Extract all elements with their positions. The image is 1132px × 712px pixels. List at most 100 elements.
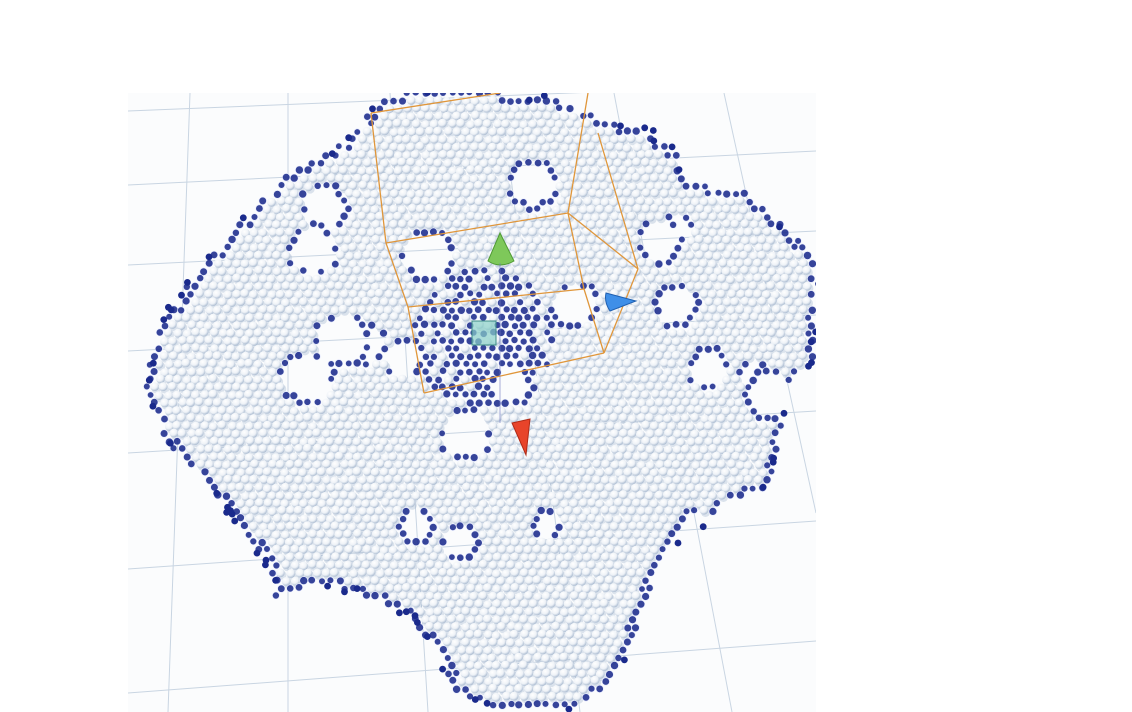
- fluid-particle: [267, 444, 277, 454]
- fluid-particle: [374, 273, 384, 283]
- fluid-particle: [398, 420, 408, 430]
- fluid-particle: [712, 406, 722, 415]
- fluid-particle: [371, 296, 381, 306]
- fluid-particle: [304, 429, 314, 439]
- fluid-particle: [637, 213, 647, 222]
- fluid-particle: [663, 166, 673, 176]
- fluid-particle: [479, 112, 489, 122]
- fluid-particle: [412, 289, 422, 298]
- fluid-particle: [709, 273, 718, 283]
- fluid-particle: [546, 243, 555, 253]
- fluid-particle: [564, 460, 574, 470]
- fluid-particle: [416, 421, 426, 431]
- fluid-particle: [493, 197, 502, 206]
- fluid-particle: [339, 258, 349, 268]
- fluid-particle: [343, 174, 352, 183]
- fluid-particle: [506, 497, 515, 507]
- fluid-particle: [268, 336, 277, 345]
- fluid-particle: [569, 220, 579, 230]
- fluid-particle: [488, 95, 498, 105]
- fluid-particle: [789, 336, 799, 345]
- fluid-particle: [290, 467, 299, 477]
- fluid-particle: [699, 335, 709, 345]
- fluid-particle: [501, 460, 511, 470]
- scene-viewport[interactable]: [128, 93, 816, 712]
- fluid-particle: [316, 172, 325, 182]
- fluid-particle: [280, 235, 290, 245]
- fluid-particle: [564, 274, 574, 284]
- fluid-particle: [605, 389, 615, 399]
- fluid-particle: [398, 173, 407, 183]
- fluid-particle: [249, 414, 258, 423]
- fluid-particle: [528, 429, 538, 438]
- fluid-particle: [716, 474, 726, 484]
- fluid-particle: [595, 483, 605, 492]
- fluid-particle: [357, 150, 366, 159]
- fluid-particle: [340, 244, 350, 253]
- fluid-particle: [375, 321, 384, 331]
- fluid-particle: [460, 344, 470, 353]
- fluid-particle: [343, 437, 353, 447]
- fluid-particle: [626, 211, 636, 221]
- fluid-particle: [312, 475, 322, 484]
- fluid-particle: [253, 328, 263, 338]
- fluid-particle: [668, 328, 678, 338]
- fluid-particle: [600, 165, 610, 175]
- fluid-particle: [275, 227, 285, 237]
- fluid-particle: [685, 390, 695, 399]
- fluid-particle: [438, 118, 447, 128]
- fluid-particle: [641, 436, 651, 446]
- fluid-particle: [605, 219, 615, 229]
- fluid-particle: [447, 196, 457, 205]
- fluid-particle: [681, 460, 691, 469]
- fluid-particle: [627, 428, 637, 438]
- fluid-particle: [376, 150, 386, 160]
- fluid-particle: [716, 289, 726, 299]
- fluid-particle: [604, 204, 614, 214]
- fluid-particle: [258, 444, 268, 453]
- fluid-particle: [393, 474, 403, 484]
- fluid-particle: [470, 110, 480, 120]
- fluid-particle: [380, 141, 390, 151]
- fluid-particle: [748, 421, 758, 430]
- fluid-particle: [690, 335, 700, 345]
- fluid-particle: [469, 234, 479, 244]
- fluid-particle: [362, 205, 371, 214]
- fluid-particle: [194, 397, 204, 407]
- fluid-particle: [704, 498, 714, 508]
- fluid-particle: [452, 251, 461, 261]
- fluid-particle: [376, 475, 386, 485]
- fluid-particle: [357, 444, 366, 453]
- fluid-particle: [572, 228, 582, 238]
- fluid-particle: [754, 351, 764, 361]
- fluid-particle: [340, 151, 349, 160]
- fluid-particle: [563, 506, 573, 515]
- fluid-particle: [406, 297, 416, 306]
- fluid-particle: [712, 451, 721, 461]
- fluid-particle: [205, 366, 214, 376]
- fluid-particle: [627, 475, 637, 485]
- fluid-particle: [780, 304, 790, 314]
- fluid-particle: [491, 135, 501, 144]
- fluid-particle: [637, 413, 646, 422]
- fluid-particle: [622, 143, 632, 153]
- fluid-particle: [286, 505, 295, 515]
- fluid-particle: [290, 205, 300, 215]
- fluid-particle: [676, 328, 686, 338]
- fluid-particle: [451, 266, 461, 276]
- fluid-particle: [407, 436, 417, 446]
- scene-canvas[interactable]: [128, 93, 816, 712]
- fluid-particle: [285, 212, 294, 221]
- fluid-particle: [664, 428, 673, 438]
- fluid-particle: [258, 289, 268, 298]
- fluid-particle: [533, 111, 543, 120]
- fluid-particle: [354, 483, 363, 492]
- fluid-particle: [483, 474, 493, 484]
- fluid-particle: [708, 305, 717, 314]
- fluid-particle: [465, 506, 475, 516]
- fluid-particle: [443, 159, 453, 168]
- fluid-particle: [569, 143, 578, 153]
- fluid-particle: [590, 444, 600, 454]
- fluid-particle: [704, 297, 714, 306]
- fluid-particle: [489, 219, 498, 229]
